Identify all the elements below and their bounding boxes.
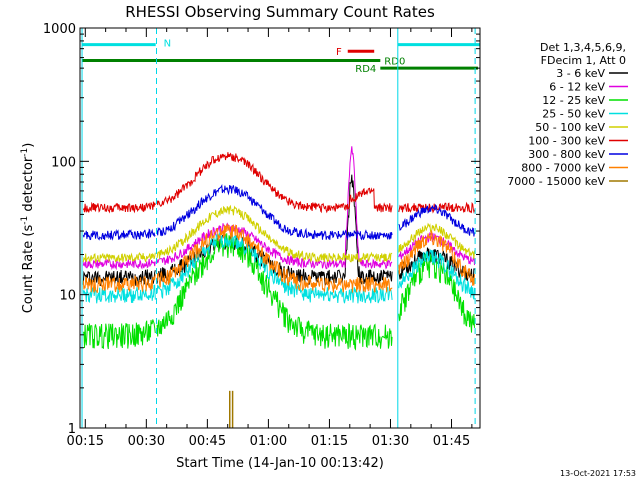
y-label-sup-1: -1	[20, 216, 30, 225]
x-tick-label: 01:15	[311, 434, 348, 449]
legend-entry-label: 6 - 12 keV	[549, 81, 605, 94]
generation-timestamp: 13-Oct-2021 17:53	[560, 469, 636, 478]
x-axis-label: Start Time (14-Jan-10 00:13:42)	[176, 456, 384, 471]
y-tick-label: 1	[68, 422, 76, 437]
legend-header-line-1: Det 1,3,4,5,6,9,	[540, 41, 626, 54]
spike-marks	[228, 390, 234, 428]
flag-label: F	[336, 47, 342, 58]
x-axis: 00:15 00:30 00:45 01:00 01:15 01:30 01:45	[67, 28, 473, 449]
legend-entry-label: 7000 - 15000 keV	[507, 175, 605, 188]
legend-entry-label: 100 - 300 keV	[528, 135, 605, 148]
flag-label: RD0	[384, 57, 405, 68]
legend-entry-label: 3 - 6 keV	[556, 67, 605, 80]
y-axis-label: Count Rate (s-1 detector-1)	[20, 143, 36, 314]
series-line	[82, 152, 475, 214]
legend-entry-label: 25 - 50 keV	[542, 108, 605, 121]
y-label-part: detector	[21, 156, 36, 216]
legend-entry-label: 50 - 100 keV	[535, 121, 605, 134]
series-line	[82, 204, 475, 264]
y-tick-label: 1000	[43, 22, 76, 37]
flag-label: RD4	[355, 64, 376, 75]
x-tick-label: 01:45	[433, 434, 470, 449]
series-lines	[82, 146, 475, 351]
y-label-part: Count Rate (s	[21, 225, 36, 314]
series-line	[82, 183, 475, 241]
mode-flags: N F RD0 RD4	[82, 39, 480, 75]
y-label-part: )	[21, 143, 36, 148]
x-tick-label: 00:15	[67, 434, 104, 449]
legend-entry-label: 800 - 7000 keV	[521, 162, 605, 175]
plot-frame	[79, 27, 481, 429]
x-tick-label: 00:45	[189, 434, 226, 449]
y-label-sup-2: -1	[20, 148, 30, 157]
y-tick-label: 100	[51, 155, 76, 170]
series-line	[82, 233, 475, 351]
y-tick-label: 10	[59, 289, 76, 304]
legend-entry-label: 12 - 25 keV	[542, 94, 605, 107]
legend-header-line-2: FDecim 1, Att 0	[541, 54, 626, 67]
x-tick-label: 01:30	[372, 434, 409, 449]
series-line	[82, 223, 475, 293]
vertical-markers	[81, 28, 476, 428]
legend: Det 1,3,4,5,6,9, FDecim 1, Att 0 3 - 6 k…	[507, 41, 628, 188]
legend-entry-label: 300 - 800 keV	[528, 148, 605, 161]
y-axis: 1 10 100 1000	[43, 22, 480, 437]
flag-label: N	[164, 39, 171, 50]
x-tick-label: 01:00	[250, 434, 287, 449]
x-tick-label: 00:30	[128, 434, 165, 449]
chart-title: RHESSI Observing Summary Count Rates	[125, 3, 435, 21]
